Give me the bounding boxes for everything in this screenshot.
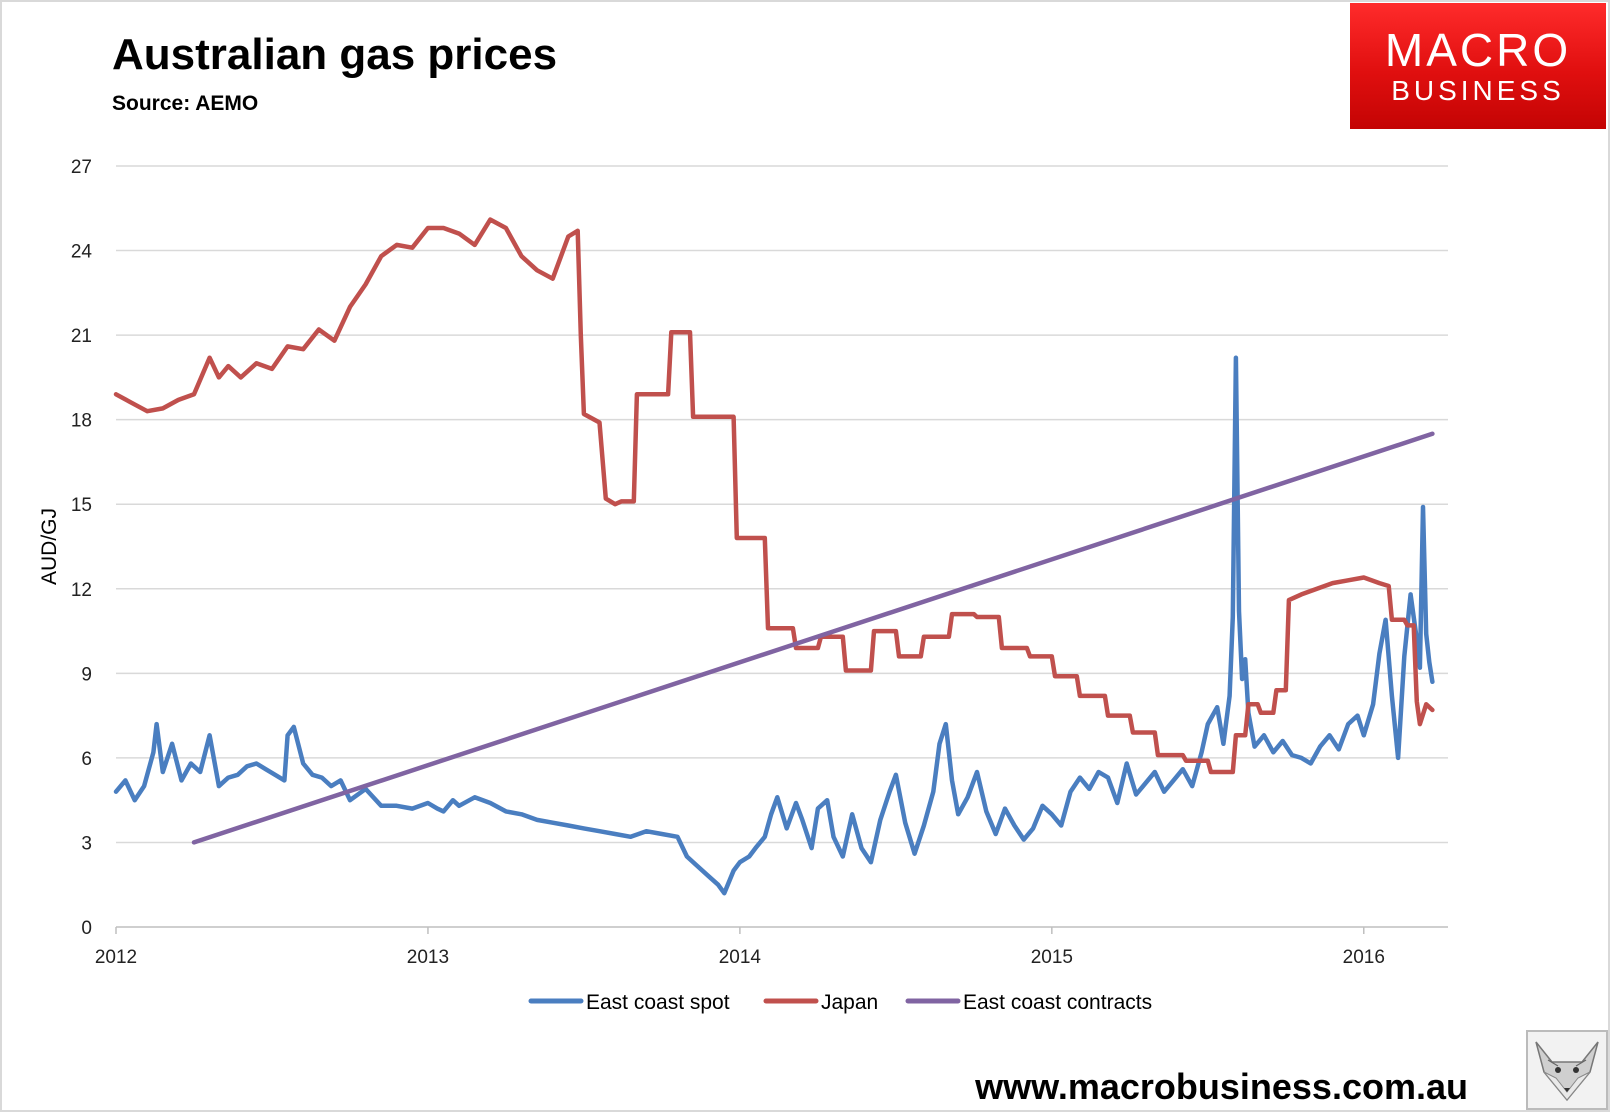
x-axis-ticks: 2012 2013 2014 2015 2016 xyxy=(95,927,1385,968)
series-group xyxy=(113,217,1435,896)
y-tick-label: 27 xyxy=(71,157,92,178)
website-url: www.macrobusiness.com.au xyxy=(975,1066,1468,1107)
y-axis-label: AUD/GJ xyxy=(38,508,61,585)
y-tick-label: 15 xyxy=(71,495,92,516)
y-tick-label: 18 xyxy=(71,411,92,432)
y-tick-label: 21 xyxy=(71,326,92,347)
logo-line-2: BUSINESS xyxy=(1391,75,1565,106)
series-line-east-coast-contracts xyxy=(191,431,1435,845)
logo-line-1: MACRO xyxy=(1384,24,1572,76)
y-tick-label: 24 xyxy=(71,242,93,263)
x-tick-label: 2012 xyxy=(95,947,137,968)
x-tick-label: 2016 xyxy=(1343,947,1385,968)
y-tick-label: 12 xyxy=(71,580,92,601)
macro-business-logo: MACRO BUSINESS xyxy=(1350,3,1606,129)
x-tick-label: 2013 xyxy=(407,947,449,968)
legend-label: East coast spot xyxy=(586,991,730,1014)
series-line-east-coast-spot xyxy=(113,355,1435,896)
y-axis-ticks: 0 3 6 9 12 15 18 21 24 27 xyxy=(71,157,93,939)
x-tick-label: 2015 xyxy=(1031,947,1073,968)
chart-title: Australian gas prices xyxy=(112,30,558,79)
chart-subtitle: Source: AEMO xyxy=(112,92,259,115)
y-tick-label: 0 xyxy=(81,918,92,939)
y-tick-label: 6 xyxy=(81,749,92,770)
x-tick-label: 2014 xyxy=(719,947,762,968)
legend-label: East coast contracts xyxy=(963,991,1152,1014)
legend-label: Japan xyxy=(821,991,878,1014)
gridlines xyxy=(116,165,1448,844)
fox-mascot-icon xyxy=(1526,1030,1608,1110)
y-tick-label: 9 xyxy=(81,664,92,685)
series-line-japan xyxy=(113,217,1435,775)
y-tick-label: 3 xyxy=(81,833,92,854)
line-chart: 0 3 6 9 12 15 18 21 24 27 2012 2013 2014 2015 2016 AU… xyxy=(38,157,1448,1014)
legend: East coast spot Japan East coast contracts xyxy=(528,991,1152,1014)
